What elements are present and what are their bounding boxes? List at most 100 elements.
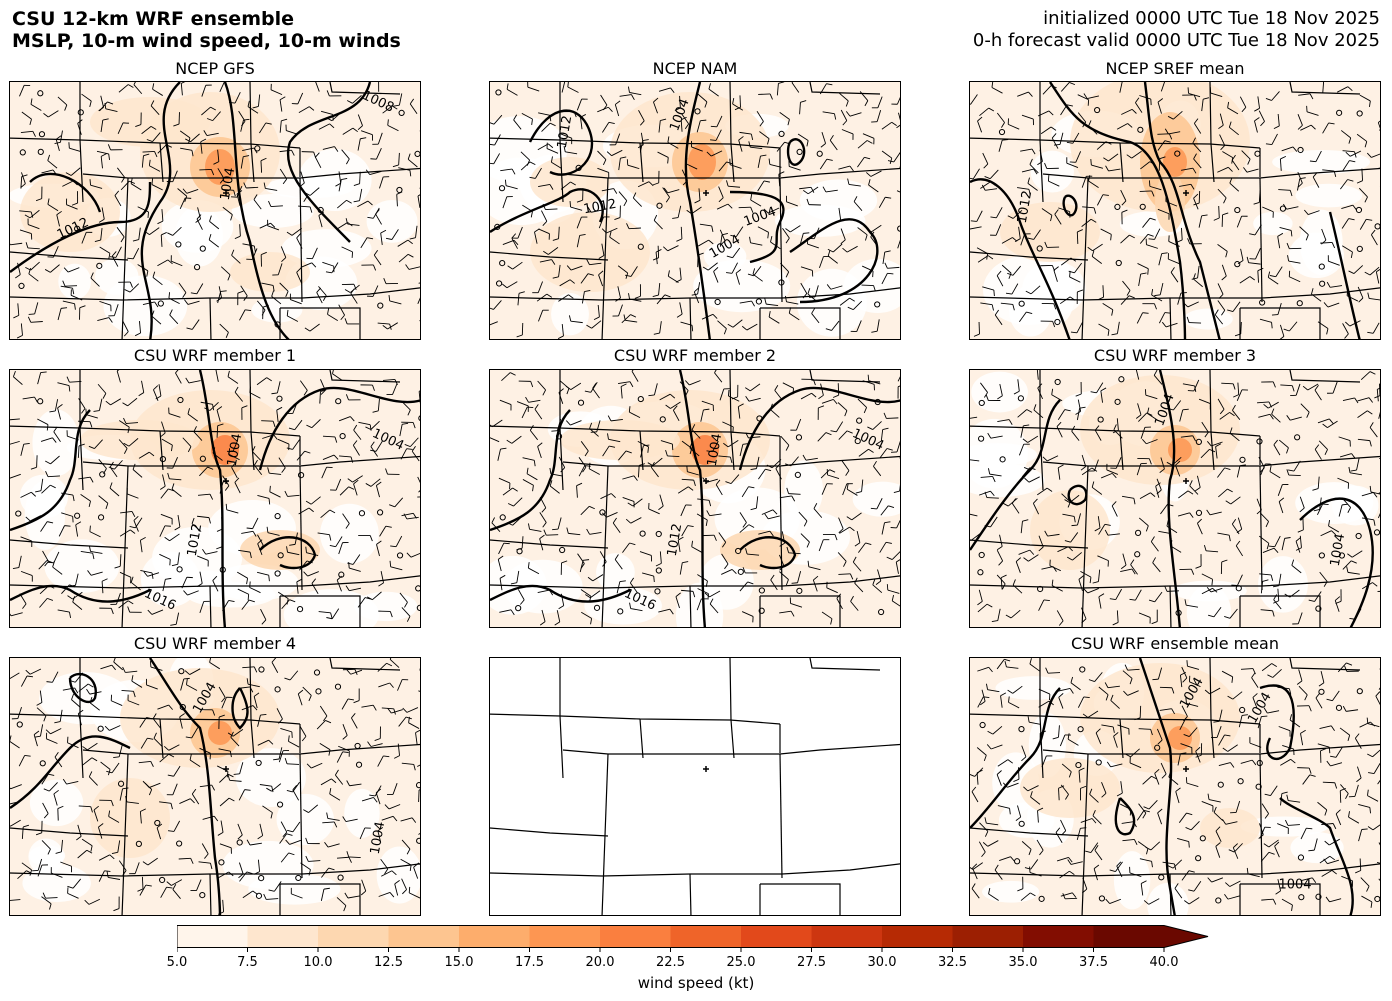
wind-barb (347, 475, 363, 483)
wind-barb (614, 554, 623, 570)
wind-barb (208, 233, 219, 248)
wind-barb (871, 96, 883, 109)
wind-barb (799, 232, 810, 246)
wind-barb (1317, 503, 1329, 516)
wind-barb (1334, 596, 1341, 612)
wind-barb (1217, 283, 1224, 299)
wind-barb (718, 186, 724, 203)
wind-barb (78, 683, 94, 692)
wind-barb (238, 862, 244, 879)
state-border (779, 753, 783, 879)
calm-wind-circle (38, 131, 46, 138)
wind-barb (1361, 895, 1373, 908)
wind-barb (1060, 892, 1077, 898)
wind-barb (1147, 407, 1158, 421)
calm-wind-circle (874, 301, 881, 308)
wind-barb (186, 678, 198, 691)
wind-barb (1021, 114, 1034, 126)
wind-barb (315, 82, 320, 92)
wind-barb (171, 483, 182, 498)
wind-barb (1267, 668, 1282, 678)
wind-barb (1354, 733, 1362, 749)
wind-barb (576, 482, 583, 498)
state-border (970, 575, 1380, 589)
wind-barb (1101, 781, 1107, 798)
wind-barb (226, 440, 239, 452)
wind-barb (1017, 876, 1024, 892)
wind-barb (1217, 532, 1231, 542)
wind-barb (341, 283, 357, 290)
wind-barb (1360, 877, 1370, 892)
wind-barb (1056, 421, 1063, 438)
state-border (1289, 658, 1361, 671)
wind-barb (1367, 322, 1380, 334)
wind-barb (722, 421, 734, 433)
wind-barb (402, 707, 419, 713)
calm-wind-circle (577, 399, 585, 406)
wind-barb (1188, 881, 1202, 892)
wind-barb (526, 467, 538, 481)
wind-barb (365, 420, 380, 430)
wind-barb (1277, 232, 1284, 249)
wind-barb (201, 843, 209, 859)
calm-wind-circle (778, 130, 785, 138)
wind-barb (702, 262, 718, 271)
wind-barb (139, 536, 146, 553)
wind-barb (32, 858, 43, 872)
calm-wind-circle (276, 801, 284, 808)
wind-barb (241, 599, 255, 610)
wind-barb (1235, 540, 1244, 557)
wind-barb (1370, 229, 1378, 246)
wind-barb (1273, 594, 1282, 610)
wind-barb (977, 603, 993, 613)
wind-barb (186, 319, 200, 330)
wind-barb (836, 593, 843, 610)
wind-barb (82, 757, 98, 766)
wind-barb (72, 596, 83, 610)
state-border (79, 82, 84, 203)
wind-speed-shading (1030, 490, 1110, 570)
wind-barb (94, 228, 103, 242)
wind-barb (1376, 387, 1380, 402)
wind-barb (872, 579, 883, 594)
wind-barb (1317, 321, 1329, 335)
wind-barb (681, 525, 694, 537)
wind-barb (1178, 490, 1194, 499)
wind-barb (1322, 122, 1335, 134)
wind-barb (41, 840, 51, 855)
wind-barb (1126, 150, 1142, 159)
wind-barb (1155, 482, 1161, 498)
wind-barb (615, 286, 621, 302)
calm-wind-circle (999, 456, 1006, 463)
wind-barb (1181, 167, 1197, 174)
wind-barb (124, 283, 140, 293)
isobar (678, 370, 707, 627)
wind-barb (1239, 276, 1255, 284)
calm-wind-circle (1318, 552, 1325, 559)
wind-barb (379, 525, 392, 537)
wind-barb (1195, 743, 1203, 758)
wind-barb (141, 126, 157, 135)
state-border (159, 142, 164, 183)
wind-barb (855, 479, 864, 494)
calm-wind-circle (277, 552, 284, 559)
wind-barb (361, 704, 377, 711)
wind-barb (122, 320, 129, 337)
wind-barb (311, 578, 319, 594)
wind-barb (67, 887, 79, 899)
wind-barb (681, 589, 696, 598)
wind-barb (648, 383, 658, 397)
wind-barb (237, 571, 249, 585)
wind-barb (148, 159, 161, 172)
wind-barb (758, 530, 774, 537)
wind-barb (1297, 114, 1303, 130)
wind-barb (1215, 826, 1222, 842)
state-border (490, 713, 781, 725)
wind-barb (342, 513, 350, 529)
isobar (490, 409, 571, 532)
wind-barb (1319, 571, 1328, 587)
wind-barb (838, 165, 854, 172)
colorbar-tick-label: 15.0 (444, 955, 474, 970)
wind-barb (997, 383, 1003, 400)
